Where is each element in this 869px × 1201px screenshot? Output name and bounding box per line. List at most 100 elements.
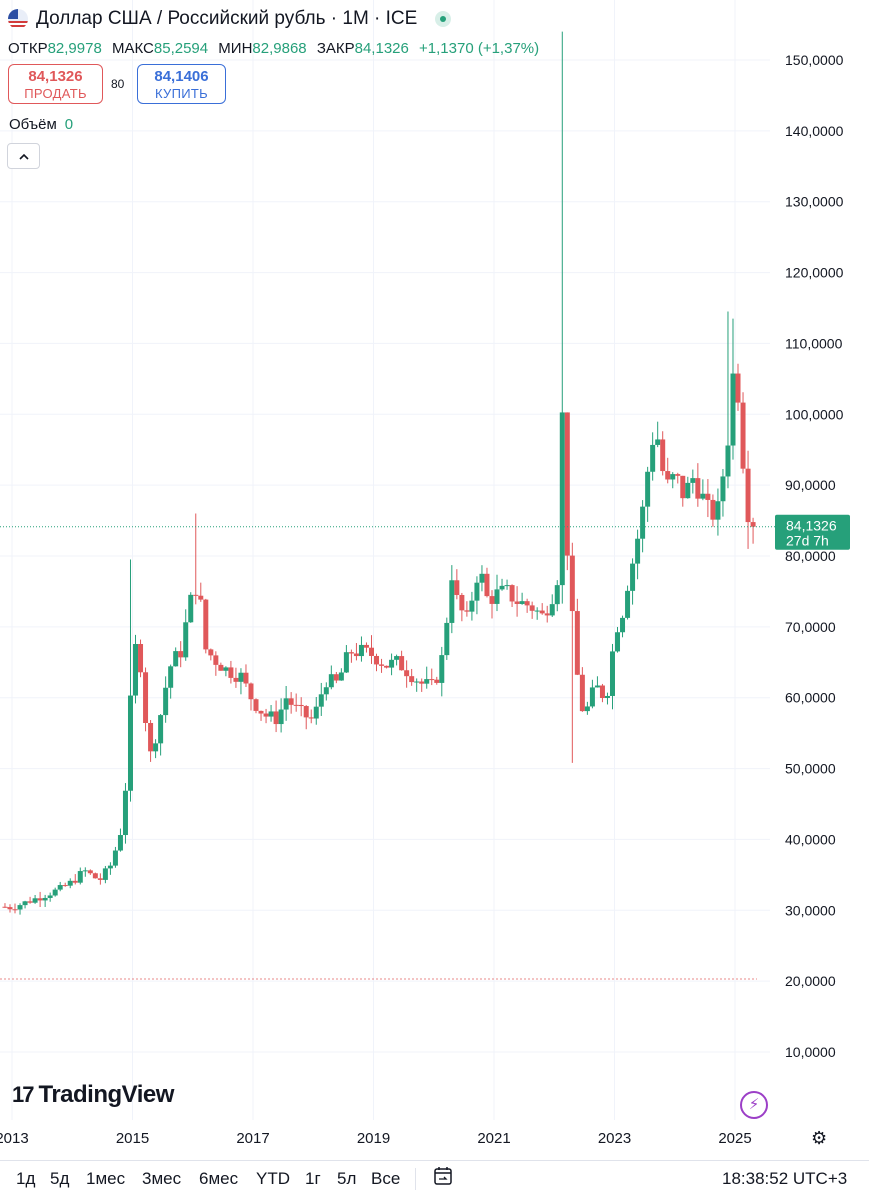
candle-body — [153, 743, 159, 752]
candle-body — [615, 632, 621, 652]
candle-body — [92, 873, 98, 879]
sell-button[interactable]: 84,1326 ПРОДАТЬ — [8, 64, 103, 104]
candle-body — [660, 439, 666, 472]
candle-body — [27, 901, 33, 903]
x-axis-tick-label: 2017 — [236, 1130, 269, 1147]
candle-body — [333, 674, 339, 681]
ohlc-legend: ОТКР82,9978 МАКС85,2594 МИН82,9868 ЗАКР8… — [8, 40, 545, 57]
candle-body — [87, 870, 93, 874]
y-axis-tick-label: 120,0000 — [785, 265, 844, 281]
symbol-title[interactable]: Доллар США / Российский рубль · 1М · ICE — [36, 8, 418, 29]
candle-body — [594, 685, 600, 688]
candle-body — [338, 672, 344, 681]
candle-body — [218, 664, 224, 671]
candle-body — [429, 679, 435, 681]
period-button[interactable]: 1мес — [86, 1169, 126, 1188]
candle-body — [343, 652, 349, 673]
candle-body — [178, 651, 184, 658]
candle-body — [233, 677, 239, 682]
candle-body — [665, 471, 671, 480]
candle-body — [449, 580, 455, 623]
candle-body — [213, 655, 219, 665]
y-axis-tick-label: 50,0000 — [785, 761, 836, 777]
us-flag-icon — [8, 9, 28, 29]
candle-body — [278, 709, 284, 725]
buy-button[interactable]: 84,1406 КУПИТЬ — [137, 64, 226, 104]
candle-body — [439, 655, 445, 683]
candle-body — [424, 679, 430, 684]
candle-body — [379, 664, 385, 666]
high-label: МАКС — [111, 40, 154, 57]
sell-price: 84,1326 — [28, 68, 83, 85]
collapse-legend-button[interactable] — [7, 143, 40, 169]
candle-body — [47, 895, 53, 898]
candle-body — [414, 681, 420, 683]
candle-body — [394, 656, 400, 660]
period-button[interactable]: 3мес — [142, 1169, 182, 1188]
gear-icon[interactable]: ⚙ — [811, 1128, 828, 1148]
candle-body — [459, 594, 465, 611]
candle-body — [72, 880, 78, 883]
candle-body — [574, 611, 580, 675]
candle-body — [238, 672, 244, 682]
candle-body — [630, 563, 636, 591]
period-button[interactable]: YTD — [256, 1169, 290, 1188]
candle-body — [499, 585, 505, 590]
volume-legend[interactable]: Объём 0 — [9, 116, 73, 133]
candle-body — [700, 493, 706, 499]
candle-body — [705, 493, 711, 500]
candle-body — [469, 600, 475, 612]
candle-body — [67, 880, 73, 886]
candle-body — [353, 653, 359, 657]
candle-body — [710, 499, 716, 520]
candle-body — [579, 674, 585, 712]
period-button[interactable]: 6мес — [199, 1169, 239, 1188]
period-button[interactable]: 1г — [305, 1169, 321, 1188]
candle-body — [143, 672, 149, 723]
candle-body — [695, 478, 701, 499]
candle-body — [163, 687, 169, 716]
y-axis-tick-label: 110,0000 — [785, 335, 843, 351]
candle-body — [303, 706, 309, 718]
candle-body — [138, 644, 144, 673]
candle-body — [258, 710, 264, 714]
x-axis-tick-label: 2019 — [357, 1130, 390, 1147]
candle-body — [464, 610, 470, 612]
candle-body — [569, 555, 575, 612]
y-axis-tick-label: 90,0000 — [785, 477, 836, 493]
candle-body — [645, 471, 651, 507]
candle-body — [444, 622, 450, 656]
candle-body — [57, 885, 63, 890]
period-button[interactable]: Все — [371, 1169, 401, 1188]
y-axis-tick-label: 40,0000 — [785, 831, 836, 847]
candle-body — [22, 901, 28, 906]
candle-body — [288, 698, 294, 705]
y-axis-tick-label: 130,0000 — [785, 194, 844, 210]
candle-body — [474, 582, 480, 601]
candle-body — [133, 644, 139, 696]
candle-body — [107, 865, 113, 869]
candle-body — [358, 644, 364, 657]
period-button[interactable]: 5д — [50, 1169, 70, 1188]
clock-timezone[interactable]: 18:38:52 UTC+3 — [722, 1169, 848, 1188]
candle-body — [198, 595, 204, 600]
candle-body — [745, 468, 751, 523]
candle-body — [489, 596, 495, 604]
x-axis-tick-label: 2021 — [477, 1130, 510, 1147]
period-button[interactable]: 5л — [337, 1169, 357, 1188]
candle-body — [253, 699, 259, 711]
candle-body — [82, 870, 88, 872]
calendar-range-icon[interactable] — [432, 1165, 454, 1187]
candle-body — [363, 644, 369, 648]
candle-body — [208, 649, 214, 656]
period-button[interactable]: 1д — [16, 1169, 36, 1188]
candle-body — [32, 898, 38, 903]
candle-body — [2, 906, 8, 908]
x-axis-tick-label: 2025 — [718, 1130, 751, 1147]
x-axis-tick-label: 2013 — [0, 1130, 29, 1147]
candle-body — [589, 687, 595, 707]
lightning-icon[interactable]: ⚡ — [740, 1091, 768, 1119]
tradingview-logo[interactable]: 17 TradingView — [12, 1081, 174, 1109]
candle-body — [690, 478, 696, 483]
